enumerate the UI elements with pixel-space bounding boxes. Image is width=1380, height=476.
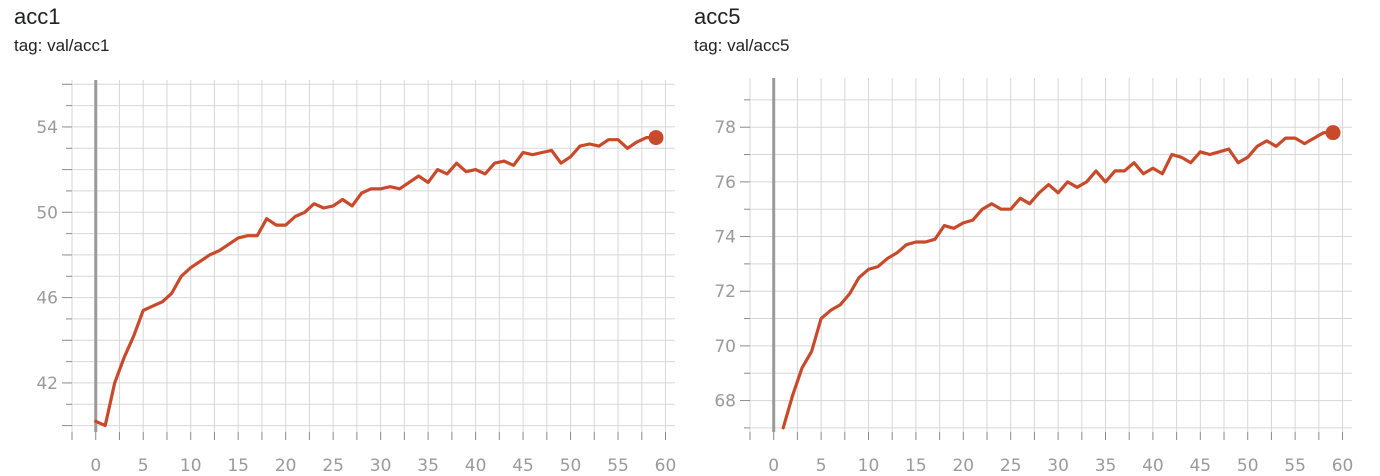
grid-lines <box>740 78 1352 440</box>
y-tick-label: 42 <box>36 374 58 394</box>
y-tick-label: 78 <box>714 118 736 138</box>
x-tick-label: 20 <box>275 456 297 476</box>
x-tick-label: 10 <box>858 456 880 476</box>
y-axis-labels: 42 46 50 54 <box>36 118 58 394</box>
x-tick-label: 50 <box>1237 456 1259 476</box>
x-tick-label: 5 <box>138 456 149 476</box>
y-tick-label: 70 <box>714 337 736 357</box>
y-tick-label: 68 <box>714 392 736 412</box>
x-tick-label: 10 <box>180 456 202 476</box>
x-tick-label: 20 <box>952 456 974 476</box>
y-tick-label: 46 <box>36 289 58 309</box>
x-tick-label: 60 <box>655 456 677 476</box>
x-tick-label: 15 <box>905 456 927 476</box>
y-axis-labels: 68 70 72 74 76 78 <box>714 118 736 411</box>
x-tick-label: 35 <box>417 456 439 476</box>
y-tick-label: 72 <box>714 282 736 302</box>
x-tick-label: 35 <box>1095 456 1117 476</box>
x-tick-label: 0 <box>90 456 101 476</box>
x-tick-label: 0 <box>768 456 779 476</box>
x-tick-label: 55 <box>1284 456 1306 476</box>
x-tick-label: 5 <box>816 456 827 476</box>
x-tick-label: 40 <box>1142 456 1164 476</box>
x-tick-label: 30 <box>370 456 392 476</box>
x-tick-label: 30 <box>1047 456 1069 476</box>
last-point-marker <box>1325 125 1341 141</box>
x-tick-label: 25 <box>322 456 344 476</box>
x-tick-label: 50 <box>560 456 582 476</box>
x-tick-label: 45 <box>512 456 534 476</box>
y-tick-label: 76 <box>714 173 736 193</box>
x-tick-label: 40 <box>465 456 487 476</box>
chart-subtitle: tag: val/acc5 <box>694 36 790 55</box>
x-axis-labels: 0 5 10 15 20 25 30 35 40 45 50 55 60 <box>768 456 1353 476</box>
chart-title: acc5 <box>694 4 741 29</box>
x-tick-label: 15 <box>227 456 249 476</box>
x-tick-label: 45 <box>1189 456 1211 476</box>
grid-lines <box>62 80 675 440</box>
last-point-marker <box>648 130 664 146</box>
series-line <box>781 131 1335 430</box>
x-tick-label: 60 <box>1332 456 1354 476</box>
x-tick-label: 55 <box>607 456 629 476</box>
x-axis-labels: 0 5 10 15 20 25 30 35 40 45 50 55 60 <box>90 456 676 476</box>
x-tick-label: 25 <box>1000 456 1022 476</box>
chart-plot-acc5[interactable]: 68 70 72 74 76 78 0 5 10 15 20 25 30 35 40 45 50 55 60 <box>680 0 1380 476</box>
y-tick-label: 74 <box>714 228 736 248</box>
chart-panel-acc5: acc5 tag: val/acc5 68 70 72 74 76 78 0 5 10 15 20 2… <box>680 0 1380 476</box>
series-line <box>94 136 658 428</box>
chart-panel-acc1: acc1 tag: val/acc1 42 46 50 54 0 5 10 15 20 25 30 3… <box>0 0 690 476</box>
chart-plot-acc1[interactable]: 42 46 50 54 0 5 10 15 20 25 30 35 40 45 50 55 60 <box>0 0 690 476</box>
y-tick-label: 50 <box>36 203 58 223</box>
chart-subtitle: tag: val/acc1 <box>14 36 110 55</box>
y-tick-label: 54 <box>36 118 58 138</box>
chart-title: acc1 <box>14 4 61 29</box>
